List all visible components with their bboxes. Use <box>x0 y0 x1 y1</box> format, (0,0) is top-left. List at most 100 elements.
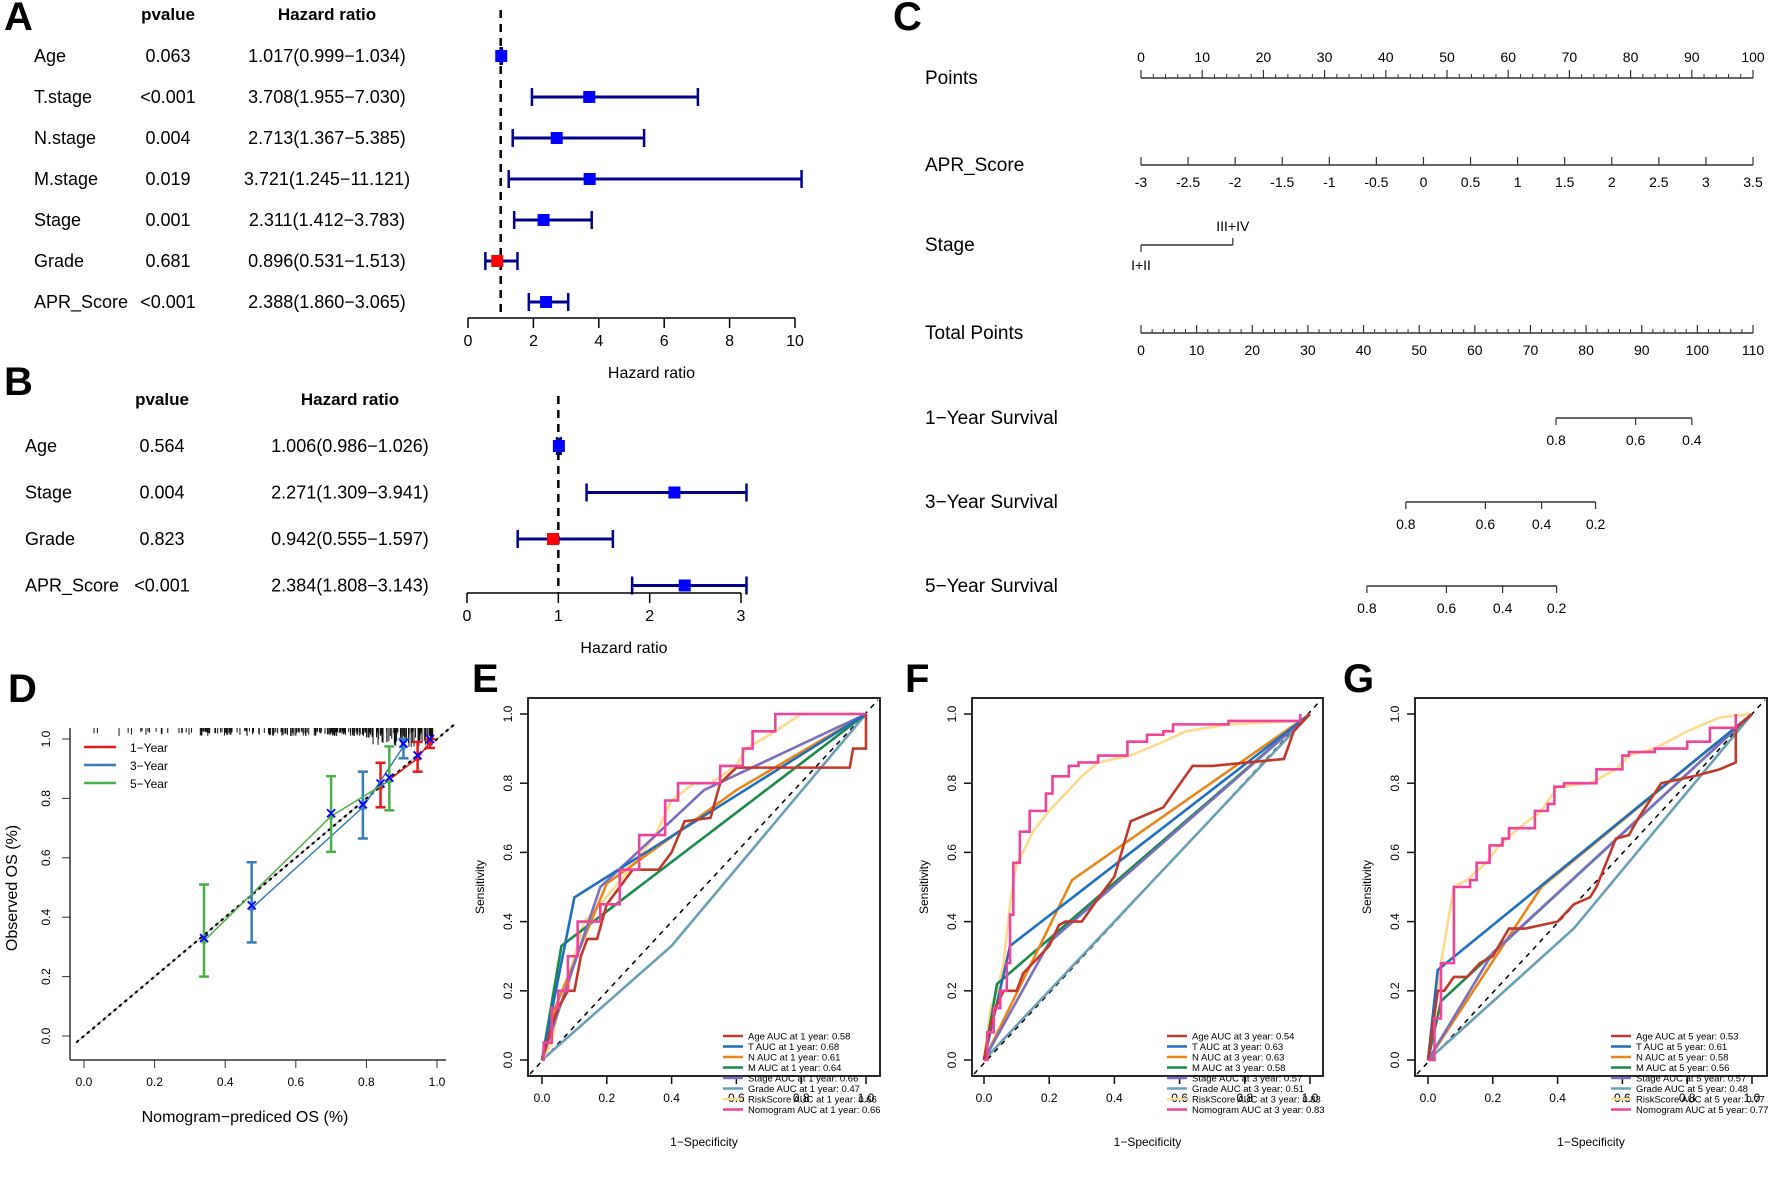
y-tick-label: 0.2 <box>39 968 53 985</box>
hazard-ratio-header: Hazard ratio <box>278 5 376 24</box>
nomogram-row-label: 1−Year Survival <box>925 408 1058 429</box>
x-tick-label: 3 <box>737 608 746 625</box>
nomogram-row-label: Stage <box>925 235 975 256</box>
nomogram-tick-label: 0 <box>1137 49 1145 65</box>
y-tick-label: 1.0 <box>945 705 959 722</box>
hr-point <box>540 296 553 308</box>
legend-label: T AUC at 3 year: 0.63 <box>1192 1042 1283 1053</box>
row-label: N.stage <box>34 128 96 148</box>
x-tick-label: 8 <box>725 333 734 350</box>
bias-corrected-x-mark <box>358 799 368 809</box>
survival-tick-label: 0.2 <box>1586 516 1606 532</box>
nomogram-tick-label: 0 <box>1420 174 1428 190</box>
x-axis-title: 1−Specificity <box>670 1135 738 1149</box>
survival-tick-label: 0.4 <box>1682 432 1702 448</box>
nomogram-tick-label: -0.5 <box>1364 174 1388 190</box>
legend-label: Grade AUC at 5 year: 0.48 <box>1636 1084 1748 1095</box>
bias-corrected-x-mark <box>425 734 435 744</box>
y-tick-label: 0.2 <box>945 982 959 999</box>
stage-category-label: I+II <box>1131 257 1151 273</box>
roc-curve <box>983 713 1311 1061</box>
legend-label: N AUC at 1 year: 0.61 <box>748 1053 840 1064</box>
x-tick-label: 4 <box>594 333 603 350</box>
row-pvalue: <0.001 <box>140 292 196 312</box>
x-tick-label: 0.0 <box>534 1091 551 1105</box>
legend-label: Grade AUC at 3 year: 0.51 <box>1192 1084 1304 1095</box>
x-tick-label: 0.2 <box>598 1091 615 1105</box>
x-tick-label: 0.4 <box>1106 1091 1123 1105</box>
hr-point <box>668 486 681 499</box>
legend-label: N AUC at 5 year: 0.58 <box>1636 1053 1728 1064</box>
y-tick-label: 0.6 <box>501 844 515 861</box>
roc-curve <box>1426 713 1753 1061</box>
nomogram-tick-label: 60 <box>1500 49 1516 65</box>
row-pvalue: 0.063 <box>145 46 190 66</box>
row-pvalue: 0.001 <box>145 210 190 230</box>
row-label: Age <box>25 436 57 456</box>
nomogram-row-label: 3−Year Survival <box>925 492 1058 513</box>
hr-point <box>678 579 691 592</box>
legend-label: 1−Year <box>130 741 168 755</box>
nomogram-row-label: 5−Year Survival <box>925 576 1058 597</box>
x-tick-label: 0.0 <box>976 1091 993 1105</box>
roc-curve <box>540 712 867 1061</box>
panel-label-b: B <box>4 360 33 404</box>
legend-label: Nomogram AUC at 5 year: 0.77 <box>1636 1105 1769 1116</box>
row-label: M.stage <box>34 169 98 189</box>
hr-point <box>491 255 504 267</box>
legend-label: RiskScore AUC at 1 year: 0.66 <box>748 1095 877 1106</box>
x-axis-title: 1−Specificity <box>1557 1135 1625 1149</box>
survival-tick-label: 0.2 <box>1547 600 1567 616</box>
x-tick-label: 0.8 <box>358 1075 375 1089</box>
nomogram-tick-label: 40 <box>1356 342 1372 358</box>
row-pvalue: <0.001 <box>134 576 190 596</box>
x-tick-label: 1.0 <box>429 1075 446 1089</box>
y-tick-label: 0.2 <box>1388 982 1402 999</box>
x-axis-title: Hazard ratio <box>580 640 667 657</box>
y-tick-label: 1.0 <box>1388 705 1402 722</box>
x-axis-title: 1−Specificity <box>1114 1135 1182 1149</box>
bias-corrected-x-mark <box>412 750 423 760</box>
nomogram-tick-label: 0.5 <box>1461 174 1481 190</box>
y-tick-label: 0.0 <box>1388 1051 1402 1068</box>
y-axis-title: Sensitivity <box>1360 860 1374 914</box>
nomogram-tick-label: 2 <box>1608 174 1616 190</box>
forest-plot-a: pvalue Hazard ratio Age 0.063 1.017(0.999−1.… <box>34 5 804 382</box>
nomogram-tick-label: 70 <box>1523 342 1539 358</box>
y-tick-label: 0.4 <box>1388 913 1402 930</box>
nomogram-tick-label: 50 <box>1411 342 1427 358</box>
y-axis-title: Sensitivity <box>473 860 487 914</box>
x-tick-label: 0.8 <box>1236 1091 1253 1105</box>
panel-label-e: E <box>472 657 499 701</box>
y-tick-label: 0.6 <box>1388 844 1402 861</box>
hr-point <box>552 440 565 452</box>
nomogram-tick-label: 0 <box>1137 342 1145 358</box>
roc-curve <box>541 713 867 1061</box>
roc-curve <box>542 712 866 1062</box>
roc-curve <box>1428 714 1738 1062</box>
legend-label: Age AUC at 3 year: 0.54 <box>1192 1032 1294 1043</box>
legend-label: Nomogram AUC at 1 year: 0.66 <box>748 1105 881 1116</box>
nomogram-tick-label: 50 <box>1439 49 1455 65</box>
y-tick-label: 1.0 <box>501 705 515 722</box>
x-tick-label: 10 <box>786 333 804 350</box>
row-hazard-ratio: 1.017(0.999−1.034) <box>248 46 406 66</box>
legend-label: T AUC at 5 year: 0.61 <box>1636 1042 1727 1053</box>
survival-tick-label: 0.6 <box>1437 600 1457 616</box>
pvalue-header: pvalue <box>141 5 195 24</box>
nomogram-tick-label: 20 <box>1256 49 1272 65</box>
nomogram-tick-label: 60 <box>1467 342 1483 358</box>
y-tick-label: 0.0 <box>945 1051 959 1068</box>
legend-label: 3−Year <box>130 759 168 773</box>
x-tick-label: 0 <box>464 333 473 350</box>
row-label: T.stage <box>34 87 92 107</box>
legend-label: N AUC at 3 year: 0.63 <box>1192 1053 1284 1064</box>
y-tick-label: 0.6 <box>945 844 959 861</box>
panel-label-a: A <box>4 0 33 39</box>
x-tick-label: 1 <box>554 608 563 625</box>
row-hazard-ratio: 2.311(1.412−3.783) <box>249 210 405 230</box>
x-tick-label: 1.0 <box>1744 1091 1761 1105</box>
nomogram-tick-label: -2.5 <box>1176 174 1200 190</box>
nomogram-tick-label: 80 <box>1623 49 1639 65</box>
